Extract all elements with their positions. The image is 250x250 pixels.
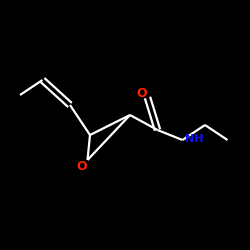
Text: O: O	[136, 87, 146, 100]
Text: O: O	[76, 160, 86, 173]
Text: NH: NH	[184, 134, 203, 144]
